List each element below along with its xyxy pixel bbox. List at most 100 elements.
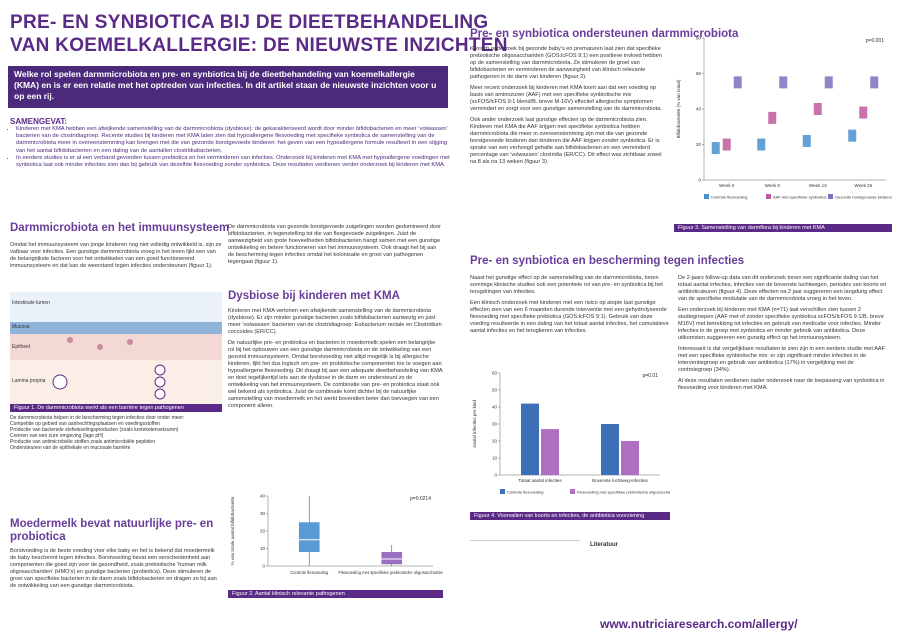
bar: [621, 441, 639, 475]
summary-bullet: In eerdere studies is er al een verband …: [16, 155, 456, 169]
figure-4: 0 10 20 30 40 50 60 Aantal infecties per kind p=…: [472, 371, 670, 495]
title: PRE- EN SYNBIOTICA BIJ DE DIEETBEHANDELI…: [10, 12, 489, 33]
text: Een onderzoek bij kinderen met KMA (n=71…: [678, 307, 884, 341]
paragraph: Naast het gunstige effect op de samenste…: [470, 275, 670, 339]
y-tick-label: 50: [492, 388, 498, 393]
y-tick-label: 60: [696, 71, 702, 76]
text: Interessant is dat vergelijkbare resulta…: [678, 346, 886, 373]
heading: Pre- en synbiotica ondersteunen darmmicr…: [470, 28, 739, 40]
box: [298, 522, 320, 552]
text: De darmmicrobiota van gezonde borstgevoe…: [228, 224, 442, 265]
heading: Moedermelk bevat natuurlijke pre- en pro…: [10, 518, 214, 543]
annotation: p=0.0214: [410, 496, 431, 502]
layer-label: Mucosa: [12, 324, 30, 330]
text: Naast het gunstige effect op de samenste…: [470, 275, 663, 295]
x-tick-label: Week 13: [809, 183, 827, 188]
figure-3: 0 20 40 60 80 Bifidobacteriën (% van totaal) p…: [676, 36, 892, 200]
box-marker: [802, 134, 811, 147]
y-tick-label: 40: [260, 494, 266, 499]
paragraph: De 2-jaars follow-up data van dit onderz…: [678, 275, 888, 396]
box-marker: [870, 76, 879, 89]
bar: [521, 403, 539, 475]
note: Creëren van een zure omgeving (lage pH): [10, 433, 104, 439]
x-tick-label: Flesvoeding met specifieke prebiotische …: [338, 570, 443, 575]
legend-label: Flesvoeding met specifieke prebiotische …: [577, 490, 670, 495]
summary-heading: SAMENGEVAT:: [10, 117, 68, 126]
figure-1: Intestinale lumen Mucosa Epitheel Lamina pr…: [10, 292, 222, 404]
figure-notes: De darmmicrobiota helpen in de beschermi…: [10, 415, 222, 451]
box-marker: [779, 76, 788, 89]
title: VAN KOEMELKALLERGIE: DE NIEUWSTE INZICHT…: [10, 35, 508, 56]
box: [381, 552, 403, 565]
text: Al deze resultaten verdienen nader onder…: [678, 378, 885, 391]
bar: [601, 424, 619, 475]
legend-label: Gezonde borstgevoede kinderen: [835, 195, 892, 200]
y-tick-label: 10: [492, 456, 498, 461]
legend-label: Controle flesvoeding: [507, 490, 543, 495]
paragraph: Borstvoeding is de beste voeding voor el…: [10, 548, 222, 594]
paragraph: Omdat het immuunsysteem van jonge kinder…: [10, 242, 222, 274]
y-tick-label: 10: [260, 546, 266, 551]
box-marker: [859, 106, 868, 119]
box-marker: [711, 142, 720, 155]
caption: Figuur 1. De darmmicrobiota werkt als ee…: [10, 404, 222, 412]
layer-label: Intestinale lumen: [12, 300, 50, 306]
y-tick-label: 20: [492, 439, 498, 444]
legend-swatch: [570, 489, 575, 494]
box-marker: [848, 129, 857, 142]
y-tick-label: 30: [492, 422, 498, 427]
y-label: % van totale aantal bifidobacteriën: [230, 496, 235, 565]
footer-url: www.nutriciaresearch.com/allergy/: [600, 617, 798, 631]
note: Ondersteunen van de epitheliale en mucos…: [10, 445, 131, 451]
text: De 2-jaars follow-up data van dit onderz…: [678, 275, 887, 302]
text: Kinderen met KMA vertonen een afwijkende…: [228, 308, 442, 335]
x-tick-label: Week 26: [854, 183, 872, 188]
intro: Welke rol spelen darmmicrobiota en pre- …: [8, 66, 448, 108]
box-marker: [824, 76, 833, 89]
y-tick-label: 40: [492, 405, 498, 410]
annotation: p=0.01: [643, 373, 659, 379]
heading: Pre- en synbiotica en bescherming tegen …: [470, 255, 745, 267]
y-tick-label: 0: [494, 473, 497, 478]
y-tick-label: 20: [696, 142, 702, 147]
x-tick-label: Week 0: [719, 183, 735, 188]
text: Ook ander onderzoek laat gunstige effect…: [470, 117, 662, 165]
caption: Figuur 4. Voorvallen van koorts en infec…: [470, 512, 670, 520]
box-marker: [768, 111, 777, 124]
layer-label: Lamina propria: [12, 378, 46, 384]
layer-label: Epitheel: [12, 344, 30, 350]
paragraph: De darmmicrobiota van gezonde borstgevoe…: [228, 224, 443, 270]
text: Een klinisch onderzoek met kinderen met …: [470, 300, 669, 334]
note: Productie van bacteriele stofwisselingsp…: [10, 427, 179, 433]
text: Klinisch onderzoek bij gezonde baby’s en…: [470, 46, 662, 80]
caption: Figuur 3. Samenstelling van darmflora bi…: [674, 224, 892, 232]
y-tick-label: 30: [260, 511, 266, 516]
box-marker: [733, 76, 742, 89]
bar: [541, 429, 559, 475]
annotation: p=0.001: [866, 38, 884, 44]
x-tick-label: Totaal aantal infecties: [518, 478, 562, 483]
box-marker: [757, 138, 766, 151]
heading: Darmmicrobiota en het immuunsysteem: [10, 222, 230, 234]
legend-swatch: [766, 194, 771, 199]
box-marker: [722, 138, 731, 151]
note: Competitie op gebied van aanhechtingspla…: [10, 421, 161, 427]
legend-swatch: [704, 194, 709, 199]
y-tick-label: 0: [262, 564, 265, 569]
y-label: Aantal infecties per kind: [472, 400, 477, 448]
y-tick-label: 80: [696, 36, 702, 41]
text: Borstvoeding is de beste voeding voor el…: [10, 548, 217, 589]
x-tick-label: Controle flesvoeding: [290, 570, 329, 575]
legend-label: AAF met specifieke synbiotica: [773, 195, 827, 200]
y-tick-label: 20: [260, 529, 266, 534]
text: Meer recent onderzoek bij kinderen met K…: [470, 85, 662, 112]
x-tick-label: Bovenste luchtweg-infecties: [592, 478, 649, 483]
y-tick-label: 40: [696, 107, 702, 112]
x-tick-label: Week 8: [765, 183, 781, 188]
text: Omdat het immuunsysteem van jonge kinder…: [10, 242, 222, 269]
y-label: Bifidobacteriën (% van totaal): [676, 79, 681, 138]
heading: Dysbiose bij kinderen met KMA: [228, 290, 400, 302]
box-marker: [813, 103, 822, 115]
legend-swatch: [828, 194, 833, 199]
